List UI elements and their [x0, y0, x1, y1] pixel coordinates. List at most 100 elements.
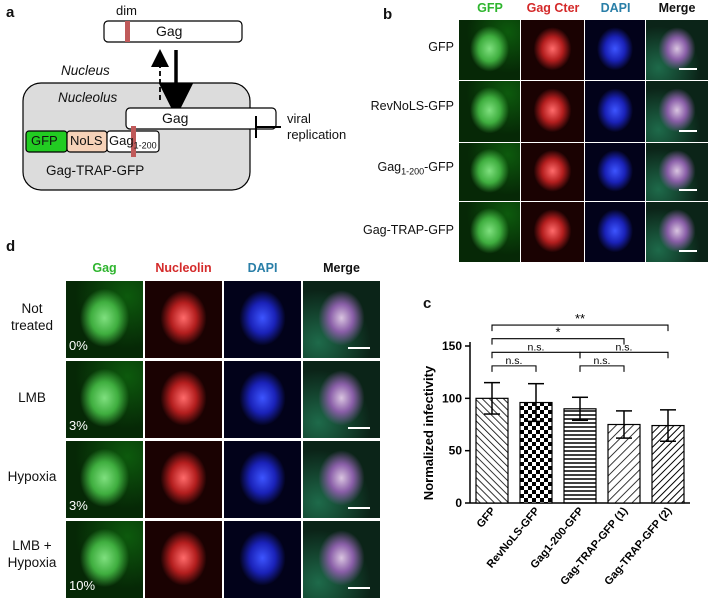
- panel-d-image-r2-gag: 3%: [66, 361, 143, 438]
- panel-d-letter: d: [6, 238, 16, 255]
- panel-b-image-r2-merge: [646, 81, 708, 142]
- significance-bracket: [491, 324, 669, 332]
- scale-bar: [348, 507, 370, 509]
- percent-label: 3%: [69, 498, 88, 513]
- bar-3: [563, 408, 597, 504]
- bar-2: [519, 401, 553, 504]
- panel-d-row-lmb-hypoxia: LMB + Hypoxia: [0, 537, 64, 571]
- gag1-200-main: Gag: [377, 160, 402, 174]
- significance-label: **: [575, 311, 585, 326]
- panel-a-letter: a: [6, 4, 15, 21]
- panel-d-image-r1-nucleolin: [145, 281, 222, 358]
- panel-b-image-r2-dapi: [585, 81, 645, 142]
- gag-small-label: Gag1-200: [109, 133, 157, 151]
- gag-inner-bar: [125, 107, 277, 130]
- y-tick-label: 150: [442, 339, 462, 353]
- panel-d-image-r4-nucleolin: [145, 521, 222, 598]
- panel-d-image-r1-dapi: [224, 281, 301, 358]
- percent-label: 0%: [69, 338, 88, 353]
- gag-inner-label: Gag: [162, 110, 189, 126]
- panel-b-row-gag1-200: Gag1-200-GFP: [340, 160, 454, 177]
- nucleolus-label: Nucleolus: [58, 90, 118, 105]
- construct-label: Gag-TRAP-GFP: [46, 163, 145, 178]
- nucleus-label: Nucleus: [61, 63, 110, 78]
- panel-a-diagram: [22, 20, 281, 191]
- panel-b-image-r3-gfp: [459, 143, 520, 201]
- panel-d-image-r3-nucleolin: [145, 441, 222, 518]
- category-label: GFP: [475, 505, 499, 530]
- panel-b-col-merge: Merge: [658, 1, 696, 15]
- panel-d-image-r4-gag: 10%: [66, 521, 143, 598]
- panel-b-image-r1-gfp: [459, 20, 520, 80]
- panel-d-image-r4-dapi: [224, 521, 301, 598]
- scale-bar: [348, 347, 370, 349]
- gag1-200-tail: -GFP: [424, 160, 454, 174]
- scale-bar: [679, 68, 697, 70]
- panel-b-image-r3-gagcter: [521, 143, 584, 201]
- panel-b-col-gagcter: Gag Cter: [526, 1, 580, 15]
- significance-label: n.s.: [528, 341, 545, 353]
- panel-c-letter: c: [423, 295, 432, 312]
- chart-ylabel: Normalized infectivity: [421, 365, 436, 500]
- panel-d-row-hypoxia-1: Hypoxia: [7, 469, 57, 484]
- scale-bar: [679, 250, 697, 252]
- panel-b-row-gagtrap: Gag-TRAP-GFP: [363, 223, 454, 237]
- panel-d-image-r3-dapi: [224, 441, 301, 518]
- panel-d-col-merge: Merge: [323, 261, 360, 275]
- panel-d-image-r3-merge: [303, 441, 380, 518]
- panel-b-letter: b: [383, 6, 393, 23]
- significance-bracket: [491, 365, 537, 372]
- panel-d-row-lmb-1: LMB: [18, 390, 46, 405]
- y-tick-label: 50: [449, 444, 463, 458]
- panel-b-col-gfp: GFP: [477, 1, 503, 15]
- scale-bar: [348, 587, 370, 589]
- panel-d-image-r2-nucleolin: [145, 361, 222, 438]
- panel-b-image-r1-merge: [646, 20, 708, 80]
- scale-bar: [348, 427, 370, 429]
- gag-top-bar: [103, 20, 243, 43]
- panel-b-image-r4-dapi: [585, 202, 645, 262]
- panel-d-row-lmb: LMB: [0, 389, 64, 406]
- scale-bar: [679, 130, 697, 132]
- dim-label: dim: [116, 3, 137, 18]
- panel-b-row-gfp: GFP: [428, 40, 454, 54]
- panel-b-image-r3-merge: [646, 143, 708, 201]
- significance-label: n.s.: [594, 355, 611, 367]
- panel-d-image-r2-merge: [303, 361, 380, 438]
- significance-bracket: [491, 338, 625, 345]
- panel-b-image-r4-gfp: [459, 202, 520, 262]
- panel-d-image-r1-merge: [303, 281, 380, 358]
- percent-label: 10%: [69, 578, 96, 593]
- panel-b-image-r2-gagcter: [521, 81, 584, 142]
- significance-bracket: [579, 365, 625, 372]
- panel-b-image-r3-dapi: [585, 143, 645, 201]
- viral-label-1: viral: [287, 111, 311, 126]
- panel-d-row-not-treated-1: Not: [21, 301, 43, 316]
- viral-label-2: replication: [287, 127, 347, 142]
- panel-d-col-gag: Gag: [92, 261, 117, 275]
- dim-band: [125, 21, 130, 42]
- gag-small-main: Gag: [109, 133, 134, 148]
- gfp-box-label: GFP: [31, 133, 58, 148]
- nols-box-label: NoLS: [70, 133, 103, 148]
- percent-label: 3%: [69, 418, 88, 433]
- significance-label: n.s.: [616, 341, 633, 353]
- panel-d-row-hypoxia: Hypoxia: [0, 468, 64, 485]
- gag-top-label: Gag: [156, 23, 183, 39]
- panel-d-col-dapi: DAPI: [247, 261, 278, 275]
- y-tick-label: 0: [455, 496, 462, 510]
- gag-small-sub: 1-200: [133, 140, 157, 151]
- panel-d-row-lmb-hypoxia-1: LMB +: [12, 538, 52, 553]
- significance-bracket: [579, 351, 669, 359]
- panel-d-image-r4-merge: [303, 521, 380, 598]
- scale-bar: [679, 189, 697, 191]
- panel-b-image-r2-gfp: [459, 81, 520, 142]
- panel-d-image-r1-gag: 0%: [66, 281, 143, 358]
- panel-d-row-not-treated-2: treated: [10, 318, 54, 333]
- significance-label: *: [555, 325, 560, 340]
- panel-d-row-lmb-hypoxia-2: Hypoxia: [7, 555, 57, 570]
- panel-b-row-revnols: RevNoLS-GFP: [370, 99, 454, 113]
- gag1-200-sub: 1-200: [401, 166, 425, 177]
- panel-b-image-r4-merge: [646, 202, 708, 262]
- panel-d-row-not-treated: Not treated: [0, 300, 64, 334]
